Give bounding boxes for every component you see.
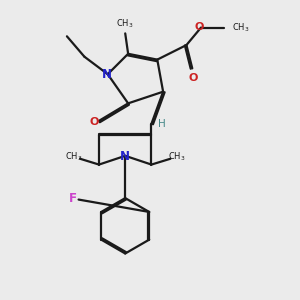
Text: CH$_3$: CH$_3$ — [168, 150, 186, 163]
Text: H: H — [158, 119, 166, 129]
Text: N: N — [120, 150, 130, 163]
Text: O: O — [90, 117, 99, 127]
Text: CH$_3$: CH$_3$ — [116, 17, 134, 30]
Text: O: O — [195, 22, 204, 32]
Text: CH$_3$: CH$_3$ — [64, 150, 82, 163]
Text: N: N — [102, 68, 112, 81]
Text: CH$_3$: CH$_3$ — [232, 21, 249, 34]
Text: F: F — [69, 193, 77, 206]
Text: O: O — [188, 73, 197, 83]
